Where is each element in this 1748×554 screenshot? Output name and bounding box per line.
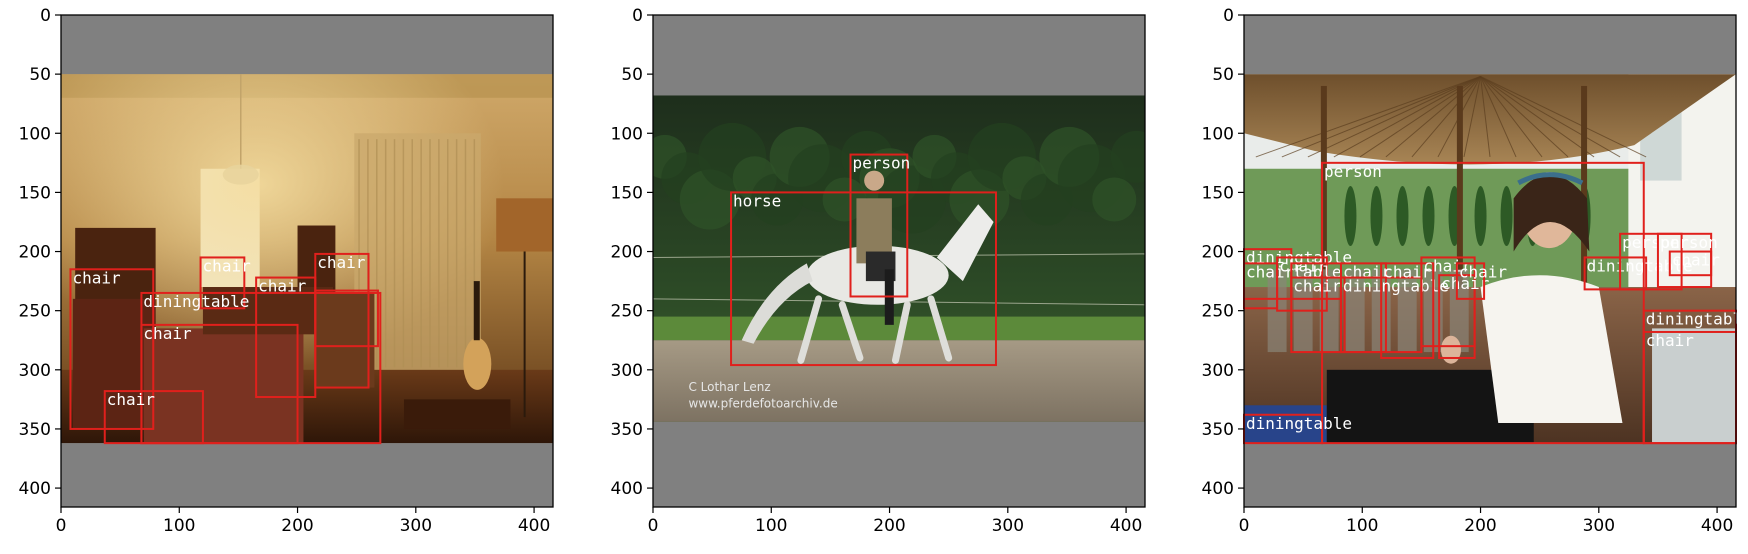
detection-box bbox=[199, 256, 246, 310]
y-tick-label: 200 bbox=[611, 243, 643, 263]
x-tick-label: 200 bbox=[1464, 516, 1496, 536]
detection-box bbox=[103, 390, 204, 445]
detection-box bbox=[1290, 276, 1346, 354]
x-tick-label: 400 bbox=[1110, 516, 1142, 536]
y-tick-label: 250 bbox=[1202, 302, 1234, 322]
x-tick-label: 0 bbox=[1239, 516, 1250, 536]
y-tick-label: 400 bbox=[19, 479, 51, 499]
photo bbox=[61, 74, 553, 444]
y-tick-label: 0 bbox=[40, 6, 51, 26]
detection-box bbox=[730, 191, 997, 367]
axes-frame bbox=[652, 14, 1146, 508]
x-tick-label: 300 bbox=[1583, 516, 1615, 536]
detection-label: person bbox=[1622, 233, 1680, 252]
detection-box bbox=[849, 153, 909, 298]
detection-label: person bbox=[1324, 162, 1382, 181]
y-tick-label: 0 bbox=[632, 6, 643, 26]
detection-box bbox=[1619, 232, 1683, 291]
detection-label: chair bbox=[1423, 256, 1472, 275]
detection-label: diningtable bbox=[1343, 277, 1449, 296]
detection-label: chair bbox=[258, 277, 307, 296]
y-tick-label: 300 bbox=[611, 361, 643, 381]
y-tick-label: 100 bbox=[1202, 124, 1234, 144]
x-tick-label: 400 bbox=[1701, 516, 1733, 536]
y-tick-label: 400 bbox=[611, 479, 643, 499]
panel-horse-rider: C Lothar Lenz www.pferdefotoarchiv.de pers… bbox=[611, 6, 1146, 536]
y-tick-label: 300 bbox=[19, 361, 51, 381]
y-tick-label: 350 bbox=[1202, 420, 1234, 440]
detection-box bbox=[1668, 250, 1713, 277]
y-tick-label: 50 bbox=[1212, 65, 1234, 85]
axes-frame bbox=[1243, 14, 1737, 508]
y-tick-label: 250 bbox=[611, 302, 643, 322]
x-tick-label: 300 bbox=[400, 516, 432, 536]
y-tick-label: 250 bbox=[19, 302, 51, 322]
y-tick-label: 400 bbox=[1202, 479, 1234, 499]
y-tick-label: 200 bbox=[1202, 243, 1234, 263]
detection-box bbox=[1321, 161, 1645, 445]
y-tick-label: 150 bbox=[611, 183, 643, 203]
detection-label: chair bbox=[317, 253, 366, 272]
y-tick-label: 50 bbox=[29, 65, 51, 85]
detection-label: chair bbox=[143, 324, 192, 343]
detection-label: chair bbox=[1459, 262, 1508, 281]
detection-label: chair bbox=[203, 256, 252, 275]
detection-label: chair bbox=[1293, 277, 1342, 296]
y-tick-label: 300 bbox=[1202, 361, 1234, 381]
watermark-text: C Lothar Lenz bbox=[688, 380, 770, 394]
x-tick-label: 100 bbox=[163, 516, 195, 536]
detection-label: diningtable bbox=[1246, 414, 1352, 433]
detection-label: person bbox=[1660, 233, 1718, 252]
detection-label: chair bbox=[1646, 331, 1695, 350]
detection-label: chair bbox=[72, 268, 121, 287]
x-tick-label: 400 bbox=[518, 516, 550, 536]
x-tick-label: 300 bbox=[992, 516, 1024, 536]
x-tick-label: 100 bbox=[1346, 516, 1378, 536]
photo bbox=[1244, 74, 1736, 444]
y-tick-label: 200 bbox=[19, 243, 51, 263]
x-tick-label: 0 bbox=[648, 516, 659, 536]
detection-label: chair bbox=[1672, 251, 1721, 270]
y-tick-label: 100 bbox=[611, 124, 643, 144]
axes-frame bbox=[60, 14, 554, 508]
photo: C Lothar Lenz www.pferdefotoarchiv.de bbox=[653, 95, 1145, 422]
detection-box bbox=[1380, 262, 1435, 359]
detection-label: diningtable bbox=[1646, 310, 1748, 329]
x-tick-label: 0 bbox=[56, 516, 67, 536]
detection-label: chair bbox=[1383, 262, 1432, 281]
detection-label: diningtable bbox=[143, 292, 249, 311]
detection-label: chair bbox=[1441, 274, 1490, 293]
x-tick-label: 200 bbox=[281, 516, 313, 536]
y-tick-label: 350 bbox=[611, 420, 643, 440]
detection-label: person bbox=[853, 154, 911, 173]
detection-label: chair bbox=[107, 390, 156, 409]
y-tick-label: 0 bbox=[1223, 6, 1234, 26]
detection-label: chair bbox=[1246, 262, 1295, 281]
x-tick-label: 100 bbox=[755, 516, 787, 536]
y-tick-label: 50 bbox=[621, 65, 643, 85]
x-tick-label: 200 bbox=[873, 516, 905, 536]
detection-label: diningtable bbox=[1587, 256, 1693, 275]
detection-box bbox=[1583, 256, 1648, 291]
y-tick-label: 150 bbox=[1202, 183, 1234, 203]
watermark-text: www.pferdefotoarchiv.de bbox=[688, 397, 837, 411]
y-tick-label: 100 bbox=[19, 124, 51, 144]
panel-living-room: chair chair chair chair diningtable chair chai… bbox=[19, 6, 554, 536]
detection-box bbox=[314, 289, 379, 348]
detection-box bbox=[1455, 262, 1486, 300]
y-tick-label: 150 bbox=[19, 183, 51, 203]
detection-box bbox=[1276, 256, 1328, 312]
detection-box bbox=[69, 268, 155, 430]
detection-label: horse bbox=[733, 191, 781, 210]
panel-woman-patio: persondiningtablepersonpersonchairdining… bbox=[1202, 6, 1748, 536]
detection-box bbox=[140, 323, 299, 445]
y-tick-label: 350 bbox=[19, 420, 51, 440]
